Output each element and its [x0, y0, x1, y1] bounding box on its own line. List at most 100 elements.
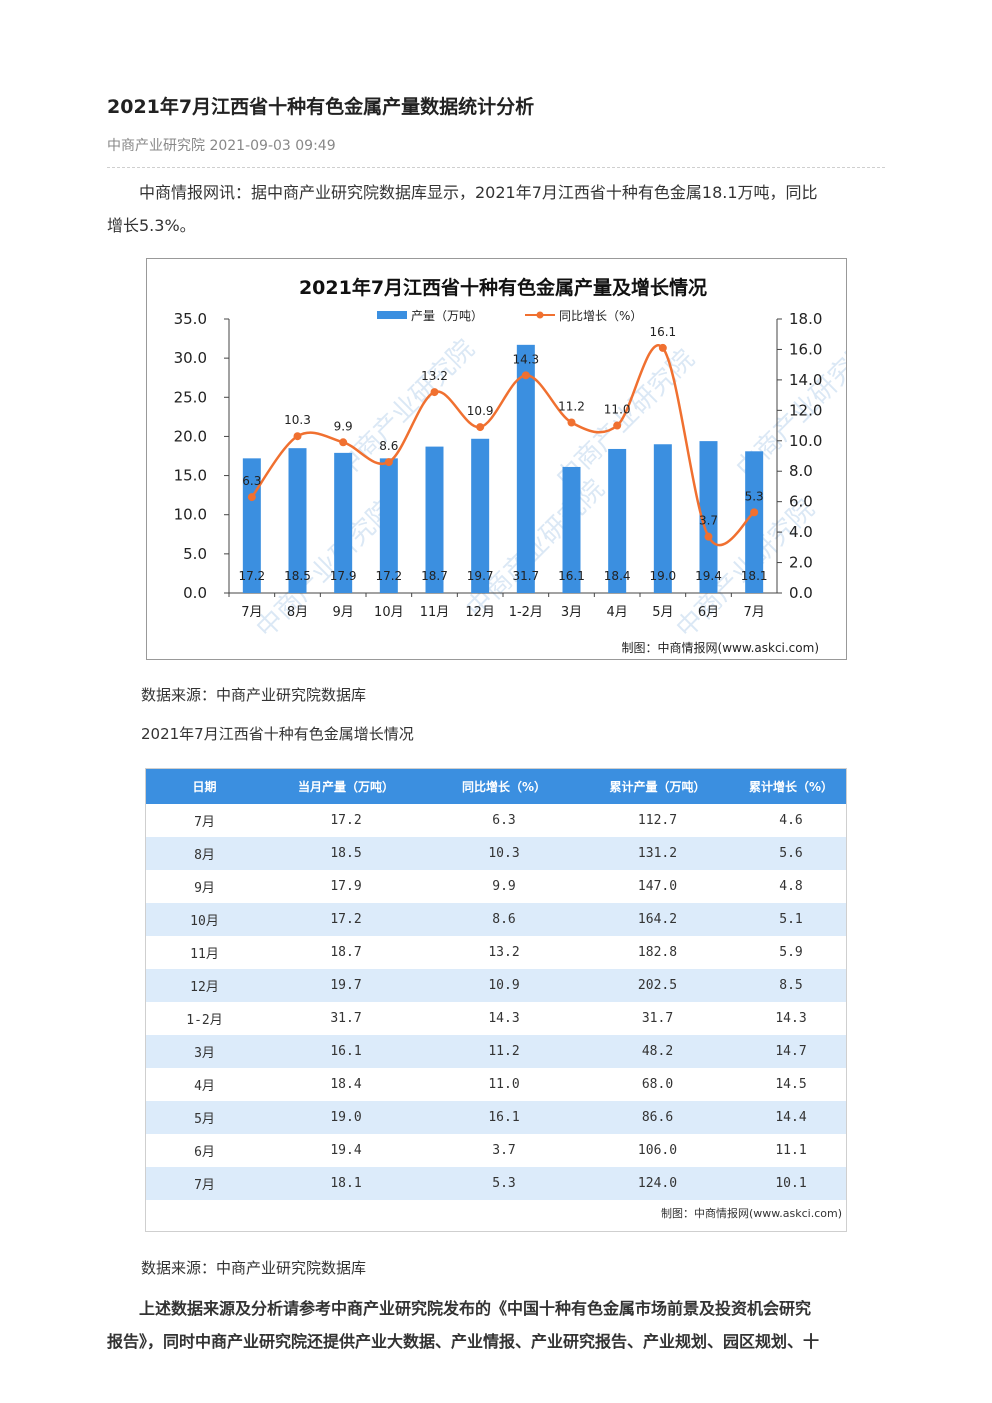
x-tick-label: 3月	[561, 605, 582, 620]
bar-value-label: 18.7	[421, 569, 448, 583]
line-point	[293, 432, 302, 441]
table-cell: 3.7	[429, 1134, 579, 1167]
bar	[699, 441, 718, 593]
line-value-label: 10.3	[284, 413, 311, 427]
table-cell: 5.1	[736, 903, 846, 936]
table-cell: 147.0	[579, 870, 736, 903]
line-point	[384, 458, 393, 467]
line-value-label: 13.2	[421, 369, 448, 383]
right-tick-label: 8.0	[789, 462, 813, 480]
left-tick-label: 0.0	[183, 584, 207, 602]
table-cell	[146, 1200, 263, 1231]
x-tick-label: 4月	[607, 605, 628, 620]
bar	[425, 446, 444, 593]
intro-line-2: 增长5.3%。	[107, 216, 196, 235]
table-header-cell: 同比增长（%）	[429, 769, 579, 804]
table-cell: 6月	[146, 1134, 263, 1167]
bar	[562, 466, 581, 593]
line-point	[704, 532, 713, 541]
line-point	[247, 493, 256, 502]
line-value-label: 16.1	[649, 325, 676, 339]
table-cell: 11.0	[429, 1068, 579, 1101]
table-row: 3月 16.1 11.2 48.2 14.7	[146, 1035, 846, 1068]
table-cell: 3月	[146, 1035, 263, 1068]
table-cell: 17.9	[263, 870, 429, 903]
table-row: 12月 19.7 10.9 202.5 8.5	[146, 969, 846, 1002]
table-cell: 18.4	[263, 1068, 429, 1101]
table-cell: 202.5	[579, 969, 736, 1002]
table-cell: 68.0	[579, 1068, 736, 1101]
article-meta: 中商产业研究院 2021-09-03 09:49	[107, 138, 336, 154]
table-cell: 182.8	[579, 936, 736, 969]
intro-line-1: 中商情报网讯：据中商产业研究院数据库显示，2021年7月江西省十种有色金属18.…	[139, 183, 818, 202]
line-value-label: 14.3	[512, 352, 539, 366]
table-cell: 19.7	[263, 969, 429, 1002]
table-row: 10月 17.2 8.6 164.2 5.1	[146, 903, 846, 936]
legend-label: 产量（万吨）	[411, 309, 483, 323]
closing-line-1: 上述数据来源及分析请参考中商产业研究院发布的《中国十种有色金属市场前景及投资机会…	[139, 1299, 812, 1318]
chart-title: 2021年7月江西省十种有色金属产量及增长情况	[299, 276, 707, 299]
right-tick-label: 0.0	[789, 584, 813, 602]
table-cell: 17.2	[263, 804, 429, 837]
right-tick-label: 10.0	[789, 432, 822, 450]
table-cell: 14.3	[429, 1002, 579, 1035]
bar-value-label: 19.4	[695, 569, 722, 583]
table-cell: 7月	[146, 804, 263, 837]
line-value-label: 11.0	[604, 403, 631, 417]
closing-line-2: 报告》，同时中商产业研究院还提供产业大数据、产业情报、产业研究报告、产业规划、园…	[107, 1332, 820, 1351]
table-credit: 制图：中商情报网(www.askci.com)	[661, 1207, 842, 1220]
table-row: 1-2月 31.7 14.3 31.7 14.3	[146, 1002, 846, 1035]
bar	[608, 448, 627, 593]
table-cell: 10.1	[736, 1167, 846, 1200]
left-tick-label: 20.0	[174, 427, 207, 445]
table-cell: 14.4	[736, 1101, 846, 1134]
table-cell: 131.2	[579, 837, 736, 870]
table-cell: 18.5	[263, 837, 429, 870]
data-table-figure: 日期 当月产量（万吨） 同比增长（%） 累计产量（万吨） 累计增长（%） 7月 17.2 6…	[145, 768, 847, 1232]
chart-credit: 制图：中商情报网(www.askci.com)	[622, 640, 819, 655]
x-tick-label: 7月	[241, 605, 262, 620]
table-row: 8月 18.5 10.3 131.2 5.6	[146, 837, 846, 870]
table-header-cell: 累计产量（万吨）	[579, 769, 736, 804]
table-cell: 4月	[146, 1068, 263, 1101]
bar-value-label: 16.1	[558, 569, 585, 583]
table-cell: 4.6	[736, 804, 846, 837]
right-tick-label: 2.0	[789, 554, 813, 572]
table-cell: 17.2	[263, 903, 429, 936]
bar-value-label: 17.2	[375, 569, 402, 583]
bar-value-label: 19.0	[649, 569, 676, 583]
bar-value-label: 17.9	[330, 569, 357, 583]
line-value-label: 8.6	[379, 439, 398, 453]
table-cell: 18.1	[263, 1167, 429, 1200]
divider	[107, 167, 885, 168]
table-cell	[263, 1200, 429, 1231]
table-cell: 31.7	[263, 1002, 429, 1035]
table-header-row: 日期 当月产量（万吨） 同比增长（%） 累计产量（万吨） 累计增长（%）	[146, 769, 846, 804]
left-tick-label: 15.0	[174, 467, 207, 485]
x-tick-label: 1-2月	[509, 605, 543, 620]
bar-value-label: 18.1	[741, 569, 768, 583]
line-point	[476, 423, 485, 432]
table-cell: 16.1	[429, 1101, 579, 1134]
line-point	[339, 438, 348, 447]
table-body: 7月 17.2 6.3 112.7 4.6 8月 18.5 10.3 131.2 5.6 9月 17.…	[146, 804, 846, 1231]
table-row-empty	[146, 1200, 846, 1231]
table-cell: 5.3	[429, 1167, 579, 1200]
table-cell	[736, 1200, 846, 1231]
table-cell: 86.6	[579, 1101, 736, 1134]
x-tick-label: 12月	[465, 605, 495, 620]
bar-value-label: 17.2	[238, 569, 265, 583]
line-point	[430, 388, 439, 397]
right-tick-label: 12.0	[789, 401, 822, 419]
table-cell: 19.4	[263, 1134, 429, 1167]
line-value-label: 9.9	[334, 419, 353, 433]
x-tick-label: 8月	[287, 605, 308, 620]
table-cell: 5月	[146, 1101, 263, 1134]
left-tick-label: 10.0	[174, 506, 207, 524]
right-tick-label: 18.0	[789, 310, 822, 328]
table-cell: 124.0	[579, 1167, 736, 1200]
table-cell: 10.3	[429, 837, 579, 870]
right-tick-label: 4.0	[789, 523, 813, 541]
line-point	[750, 508, 759, 517]
table-cell: 19.0	[263, 1101, 429, 1134]
